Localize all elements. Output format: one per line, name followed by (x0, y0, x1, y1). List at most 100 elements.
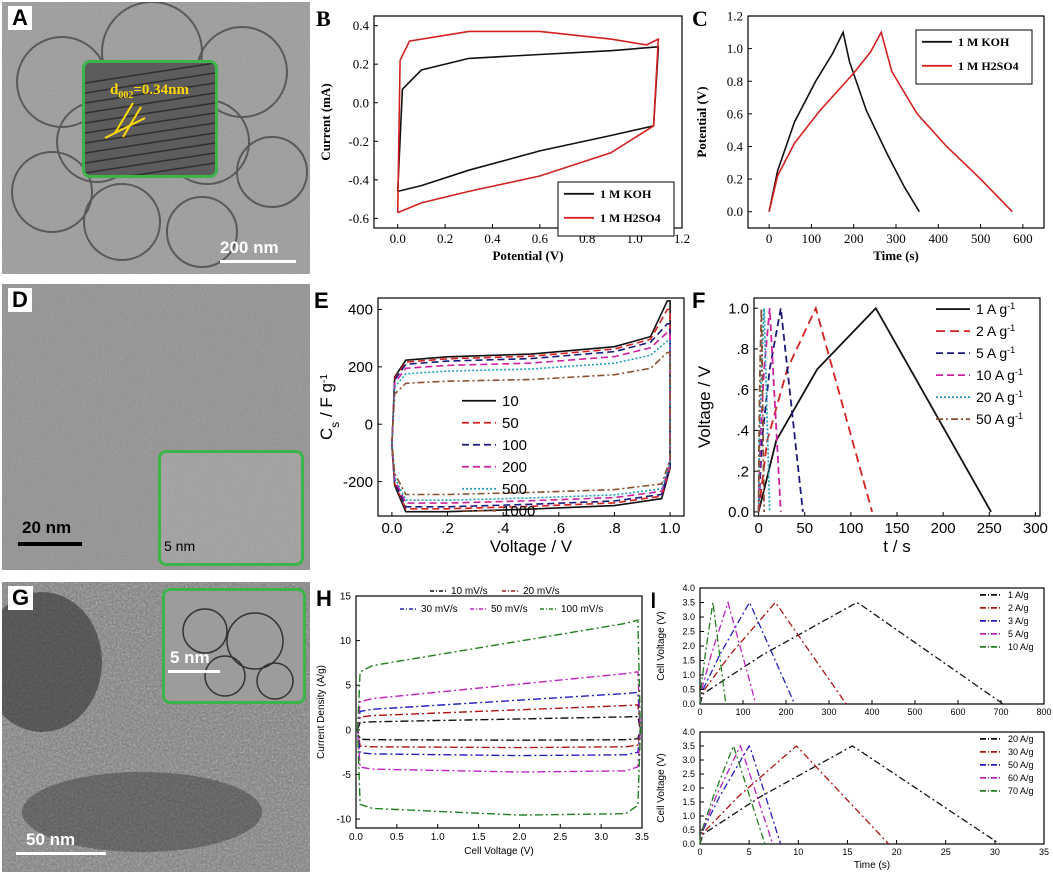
legend-label: 20 A/g (1008, 734, 1034, 744)
y-axis-label-main: Cell Voltage (V) (656, 753, 667, 822)
y-axis-label: Potential (V) (694, 86, 709, 157)
y-tick-label: 0.4 (353, 18, 370, 33)
gcd-curve-1-m-koh (768, 29, 920, 213)
scale-bar-g (16, 852, 106, 855)
x-tick-label: .2 (441, 520, 454, 537)
plot-frame (355, 595, 643, 829)
legend-label: 1 A g-1 (976, 301, 1015, 317)
gcd-curve-60-a-g (699, 744, 774, 845)
x-tick-label: 20 (892, 847, 902, 857)
x-tick-label: 300 (886, 231, 906, 246)
y-tick-label: 5 (345, 681, 351, 692)
gcd-curve-1-a-g-1 (757, 306, 992, 513)
x-tick-label: 1.2 (674, 231, 690, 246)
x-tick-label: 400 (929, 231, 949, 246)
y-axis-label-main: Cell Voltage (V) (656, 611, 667, 680)
legend-label: 5 A/g (1008, 629, 1029, 639)
y-tick-label: -0.4 (348, 172, 369, 187)
y-tick-label: .2 (736, 463, 749, 480)
panel-b-cv-chart: 0.0 0.2 0.4 0.6 0.8 1.0 1.2 -0.6 -0.4 -0.2 0.0 0.2 0… (312, 2, 690, 277)
cv-curve-1-m-koh (396, 45, 660, 193)
legend-label: 50 (502, 415, 519, 432)
x-tick-label: 200 (778, 707, 793, 717)
cv-curve-1-m-h2so4 (396, 30, 660, 214)
y-tick-label: 1.0 (682, 670, 695, 680)
y-axis-label: Cell Voltage (V) (656, 611, 667, 680)
legend-label-sup: -1 (1015, 411, 1023, 421)
gcd-curve-30-a-g (699, 745, 890, 845)
x-tick-label: 0.0 (390, 231, 406, 246)
legend-label: 20 A g-1 (976, 389, 1023, 405)
inset-texture-d (161, 453, 301, 563)
plot-frame (377, 297, 685, 517)
y-tick-label: 0.2 (727, 172, 743, 187)
y-tick-label: 15 (340, 592, 352, 603)
legend-label: 10 (502, 393, 519, 410)
gcd-curve-5-a-g-1 (757, 308, 804, 512)
x-tick-label: 0.2 (437, 231, 453, 246)
x-axis-label: Cell Voltage (V) (464, 846, 533, 857)
y-axis-label-sub: s (328, 422, 342, 428)
d-spacing-value: =0.34nm (133, 82, 189, 98)
panel-letter: F (692, 288, 705, 313)
scale-label-g: 50 nm (26, 830, 76, 849)
x-tick-label: .8 (608, 520, 621, 537)
y-tick-label: .8 (736, 341, 749, 358)
x-tick-label: 0.5 (390, 832, 404, 843)
panel-letter: B (316, 6, 331, 31)
y-tick-label: 3.0 (682, 755, 695, 765)
legend-label: 1 M H2SO4 (600, 211, 661, 225)
legend-label-sup: -1 (1015, 367, 1023, 377)
legend-label: 1 A/g (1008, 590, 1029, 600)
x-tick-label: 100 (838, 520, 863, 537)
y-axis-label: Cell Voltage (V) (656, 753, 667, 822)
x-tick-label: 0.0 (349, 832, 363, 843)
x-tick-label: 800 (1036, 707, 1051, 717)
y-tick-label: 0.0 (727, 204, 743, 219)
legend-label-sup: -1 (1015, 389, 1023, 399)
panel-letter-d: D (8, 288, 32, 312)
gcd-curve-2-a-g-1 (757, 305, 873, 513)
x-tick-label: 1.0 (431, 832, 445, 843)
y-tick-label: 2.5 (682, 769, 695, 779)
cv-curve-1000 (391, 351, 671, 496)
y-axis-label-main: Voltage / V (695, 365, 714, 448)
legend-label: 500 (502, 481, 527, 498)
legend-label: 50 A/g (1008, 760, 1034, 770)
legend-label: 30 mV/s (421, 604, 458, 615)
d-spacing-d: d (110, 82, 119, 98)
y-tick-label: 3.5 (682, 598, 695, 608)
x-tick-label: 1.5 (472, 832, 486, 843)
gcd-curve-50-a-g-1 (757, 308, 765, 512)
gcd-curve-1-m-h2so4 (768, 30, 1013, 213)
scale-label-a: 200 nm (220, 238, 279, 257)
cv-curve-10 (391, 300, 671, 513)
y-tick-label: 10 (340, 636, 352, 647)
inset-scale-label-g: 5 nm (170, 648, 210, 667)
panel-f-gcd-chart: 0 50 100 150 200 250 300 0.0 .2 .4 .6 .8 1.0 t / s Vol… (688, 284, 1052, 574)
x-tick-label: 100 (735, 707, 750, 717)
legend-box (557, 181, 675, 237)
panel-g-tem-image: G 5 nm 50 nm (2, 582, 310, 872)
inset-scale-bar-g (168, 670, 220, 673)
x-tick-label: 0 (697, 707, 702, 717)
x-tick-label: 0.0 (381, 520, 402, 537)
inset-scale-label-d: 5 nm (164, 538, 196, 554)
y-tick-label: 2.5 (682, 627, 695, 637)
x-tick-label: 600 (950, 707, 965, 717)
d-spacing-label: d002=0.34nm (110, 82, 189, 101)
x-tick-label: 0 (697, 847, 702, 857)
legend-label-sup: -1 (1007, 301, 1015, 311)
gcd-curve-5-a-g (699, 600, 757, 705)
legend-label: 20 mV/s (523, 586, 560, 597)
y-tick-label: 0.0 (353, 95, 369, 110)
legend-label: 100 mV/s (561, 604, 603, 615)
gcd-curve-70-a-g (699, 744, 766, 845)
legend-label: 60 A/g (1008, 773, 1034, 783)
inset-texture-g (182, 608, 294, 700)
legend-label: 10 A/g (1008, 642, 1034, 652)
panel-h-cv-chart: 0.0 0.5 1.0 1.5 2.0 2.5 3.0 3.5 -10 -5 0 5 10 15 Cell … (312, 582, 652, 872)
x-tick-label: 600 (1013, 231, 1033, 246)
y-tick-label: 3.0 (682, 612, 695, 622)
x-tick-label: 1.0 (660, 520, 681, 537)
